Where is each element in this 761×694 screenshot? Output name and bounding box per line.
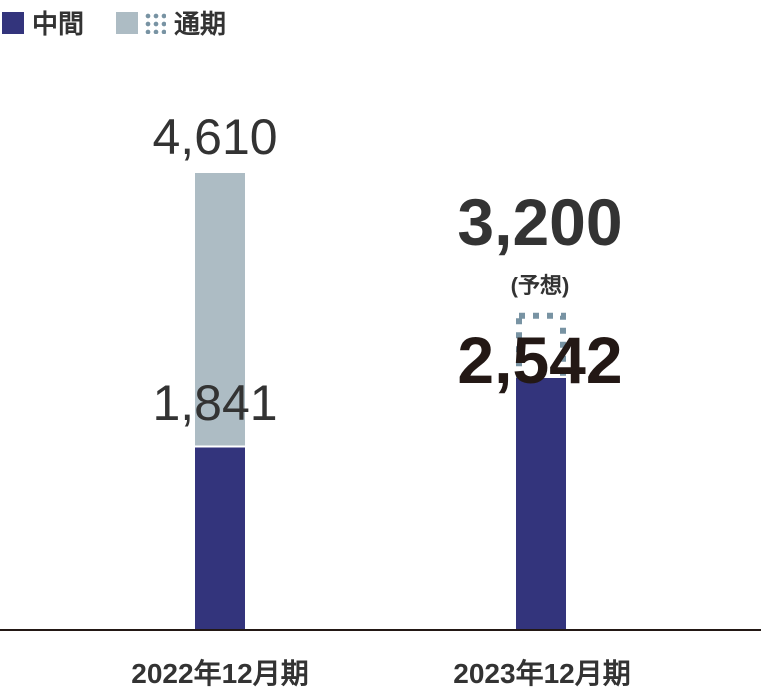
legend-swatch-forecast xyxy=(144,11,167,34)
forecast-note: (予想) xyxy=(510,273,570,298)
legend-label-interim: 中間 xyxy=(32,9,85,39)
legend-swatch-interim xyxy=(2,11,24,34)
x-tick-2023: 2023年12月期 xyxy=(453,658,631,689)
bar-interim-1 xyxy=(516,378,566,630)
bar-interim-0 xyxy=(195,447,245,630)
legend-swatch-full-year xyxy=(116,11,139,34)
legend-label-full-year: 通期 xyxy=(174,9,227,39)
data-label-full-2023: 3,200 xyxy=(457,185,623,259)
x-tick-2022: 2022年12月期 xyxy=(131,658,309,689)
data-label-interim-2023: 2,542 xyxy=(457,323,623,397)
data-label-full-2022: 4,610 xyxy=(152,109,278,165)
bar-full-year-0 xyxy=(195,173,245,446)
data-label-interim-2022: 1,841 xyxy=(152,375,278,431)
legend: 中間 通期 xyxy=(0,4,226,41)
